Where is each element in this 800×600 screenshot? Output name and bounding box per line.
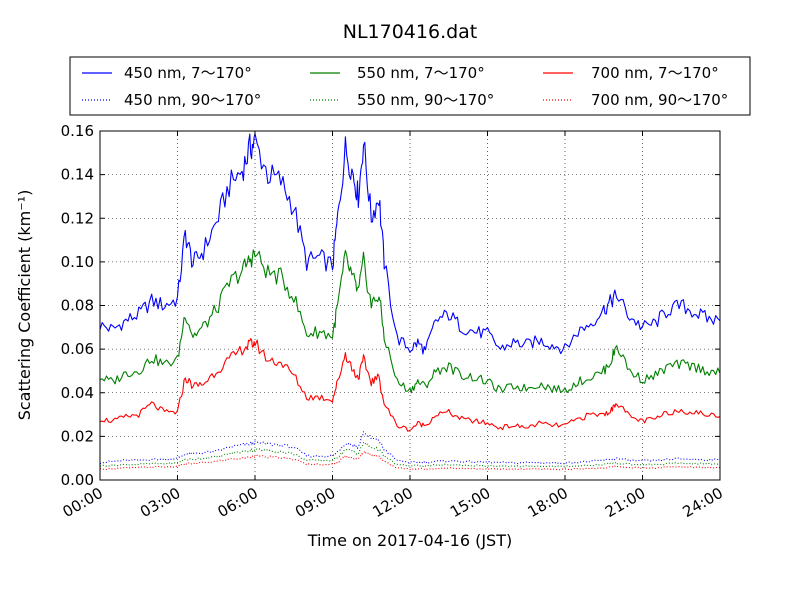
y-tick-label: 0.12 bbox=[61, 209, 94, 227]
legend-label-3: 550 nm, 90～170° bbox=[357, 91, 494, 109]
legend-label-2: 550 nm, 7～170° bbox=[357, 64, 485, 82]
y-axis: 0.00 0.02 0.04 0.06 0.08 0.10 0.12 0.14 0.16 bbox=[61, 122, 720, 489]
series-layer bbox=[99, 133, 721, 471]
series-line-5 bbox=[99, 450, 721, 471]
series-line-0 bbox=[99, 133, 721, 355]
y-tick-label: 0.16 bbox=[61, 122, 94, 140]
series-line-4 bbox=[99, 338, 721, 432]
y-tick-label: 0.06 bbox=[61, 340, 94, 358]
chart-title: NL170416.dat bbox=[343, 21, 478, 43]
legend-label-0: 450 nm, 7～170° bbox=[124, 64, 252, 82]
x-axis-label: Time on 2017-04-16 (JST) bbox=[307, 531, 512, 550]
legend-label-1: 450 nm, 90～170° bbox=[124, 91, 261, 109]
legend-label-5: 700 nm, 90～170° bbox=[591, 91, 728, 109]
y-tick-label: 0.08 bbox=[61, 297, 94, 315]
y-tick-label: 0.02 bbox=[61, 427, 94, 445]
grid bbox=[100, 131, 720, 480]
legend-box bbox=[69, 56, 751, 116]
series-line-1 bbox=[99, 431, 721, 465]
series-line-2 bbox=[99, 249, 721, 394]
y-tick-label: 0.14 bbox=[61, 166, 94, 184]
y-tick-label: 0.10 bbox=[61, 253, 94, 271]
legend: 450 nm, 7～170° 550 nm, 7～170° 700 nm, 7～17… bbox=[69, 56, 751, 116]
y-axis-label: Scattering Coefficient (km⁻¹) bbox=[15, 190, 34, 421]
y-tick-label: 0.04 bbox=[61, 384, 94, 402]
y-tick-label: 0.00 bbox=[61, 471, 94, 489]
legend-label-4: 700 nm, 7～170° bbox=[591, 64, 719, 82]
